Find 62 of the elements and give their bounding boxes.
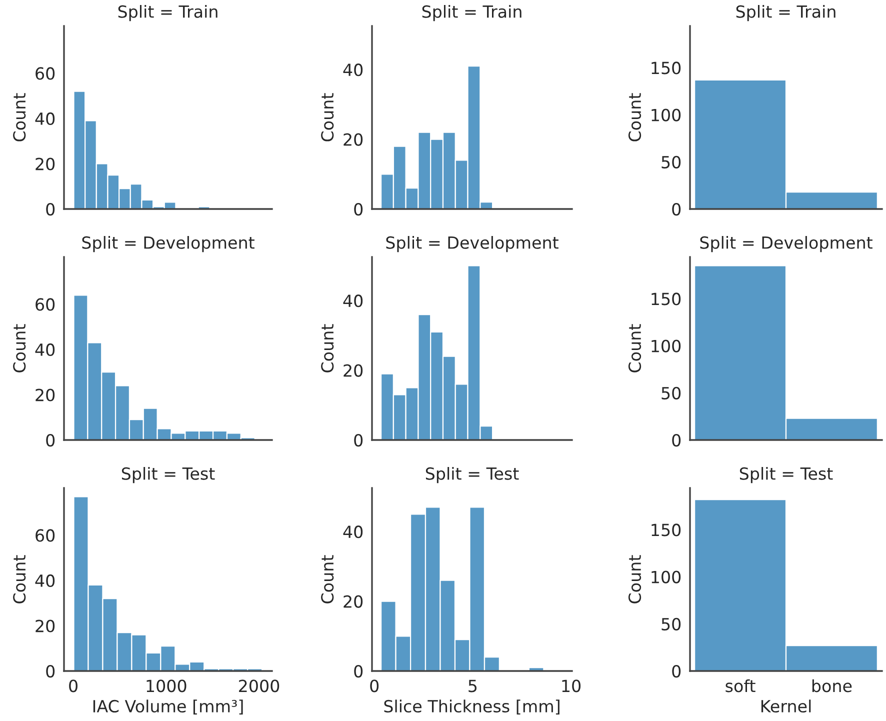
y-tick-label: 20 — [344, 364, 363, 377]
y-tick-label: 100 — [652, 570, 681, 584]
y-axis-title: Count — [321, 93, 334, 142]
chart-title: Split = Test — [740, 467, 833, 484]
y-tick-label: 20 — [344, 133, 363, 146]
y-tick-label: 60 — [36, 67, 55, 80]
y-tick-label: 20 — [36, 388, 55, 402]
x-tick-label: 10 — [562, 680, 581, 692]
y-tick-label: 40 — [35, 112, 55, 126]
y-axis-title: Count — [13, 324, 26, 372]
x-tick-label: 2000 — [239, 680, 280, 692]
y-axis-title: Count — [13, 93, 26, 142]
y-tick-label: 0 — [672, 202, 681, 216]
y-axis-title: Count — [321, 324, 334, 372]
y-tick-label: 40 — [343, 64, 363, 76]
chart-title: Split = Train — [118, 5, 218, 22]
chart-title: Split = Test — [426, 467, 519, 484]
y-axis-title: Count — [628, 324, 642, 372]
y-tick-label: 100 — [652, 340, 681, 352]
chart-title: Split = Test — [122, 467, 215, 484]
x-tick-label: 0 — [69, 680, 78, 692]
x-tick-label: 1000 — [146, 680, 186, 692]
y-tick-label: 0 — [354, 202, 363, 216]
y-tick-label: 0 — [354, 434, 363, 447]
chart-title: Split = Development — [700, 236, 872, 252]
y-axis-title: Count — [321, 555, 334, 604]
y-tick-label: 50 — [662, 156, 681, 168]
y-tick-label: 0 — [672, 434, 681, 447]
y-tick-label: 150 — [652, 524, 681, 536]
x-axis-title: Slice Thickness [mm] — [384, 700, 560, 714]
y-tick-label: 0 — [354, 664, 363, 678]
y-tick-label: 0 — [46, 202, 55, 216]
chart-title: Split = Development — [82, 236, 254, 252]
y-tick-label: 20 — [36, 620, 55, 632]
y-tick-label: 20 — [36, 158, 55, 170]
y-axis-title: Count — [628, 93, 642, 142]
y-tick-label: 0 — [672, 664, 681, 678]
x-tick-label: 0 — [370, 680, 379, 692]
y-tick-label: 0 — [46, 434, 55, 447]
y-tick-label: 150 — [652, 292, 681, 306]
y-tick-label: 20 — [344, 595, 363, 608]
chart-title: Split = Train — [736, 5, 836, 22]
x-tick-label: 5 — [468, 680, 477, 692]
y-tick-label: 150 — [652, 62, 681, 74]
y-tick-label: 50 — [662, 386, 681, 400]
y-tick-label: 40 — [343, 294, 363, 308]
chart-title: Split = Train — [422, 5, 522, 22]
y-tick-label: 50 — [662, 618, 681, 630]
y-axis-title: Count — [13, 555, 26, 604]
chart-title: Split = Development — [386, 236, 558, 252]
y-axis-title: Count — [628, 555, 642, 604]
x-tick-label: soft — [726, 679, 756, 692]
y-tick-label: 60 — [36, 298, 55, 311]
y-tick-label: 100 — [652, 108, 681, 122]
x-tick-label: bone — [812, 679, 852, 692]
y-tick-label: 40 — [35, 343, 55, 356]
x-axis-title: IAC Volume [mm³] — [93, 700, 243, 714]
y-tick-label: 40 — [343, 526, 363, 538]
y-tick-label: 0 — [46, 664, 55, 678]
y-tick-label: 60 — [36, 529, 55, 542]
y-tick-label: 40 — [35, 574, 55, 588]
x-axis-title: Kernel — [761, 700, 811, 713]
